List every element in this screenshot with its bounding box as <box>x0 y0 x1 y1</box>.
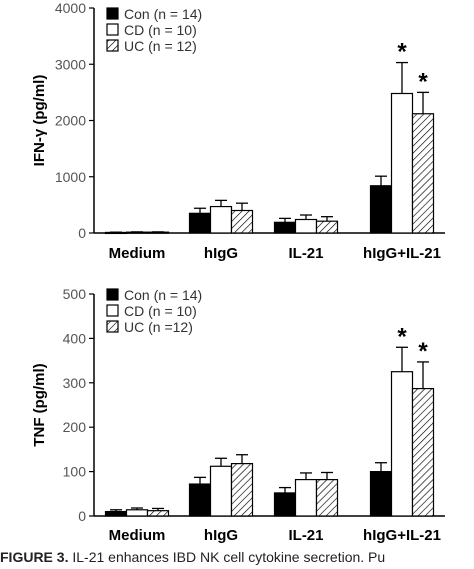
legend-label: CD (n = 10) <box>124 22 197 38</box>
bar <box>230 463 254 517</box>
bar <box>125 509 149 517</box>
significance-star: * <box>418 338 428 365</box>
x-category-label: IL-21 <box>288 245 323 262</box>
bar <box>390 92 414 234</box>
bar <box>230 209 254 234</box>
y-axis-label: IFN-γ (pg/ml) <box>31 75 48 167</box>
x-category-label: hIgG+IL-21 <box>363 527 441 544</box>
y-tick-label: 1000 <box>55 169 86 185</box>
legend-swatch <box>106 304 119 317</box>
caption-text: IL-21 enhances IBD NK cell cytokine secr… <box>72 549 386 565</box>
y-tick-label: 0 <box>78 225 86 241</box>
significance-star: * <box>397 39 407 66</box>
bar <box>273 221 297 234</box>
y-tick-label: 0 <box>78 508 86 524</box>
bar <box>188 212 212 234</box>
y-tick-label: 3000 <box>55 56 86 72</box>
y-axis-label: TNF (pg/ml) <box>31 363 48 446</box>
legend-label: CD (n = 10) <box>124 303 197 319</box>
legend-swatch <box>106 320 119 333</box>
figure-caption: FIGURE 3. IL-21 enhances IBD NK cell cyt… <box>0 548 474 569</box>
legend-swatch <box>106 288 119 301</box>
bar <box>294 478 318 517</box>
y-tick-label: 200 <box>63 419 87 435</box>
bar <box>188 483 212 517</box>
y-tick-label: 300 <box>63 375 87 391</box>
x-category-label: Medium <box>109 245 166 262</box>
legend-swatch <box>106 39 119 52</box>
y-tick-label: 400 <box>63 330 87 346</box>
legend-label: Con (n = 14) <box>124 287 202 303</box>
bar <box>411 387 435 517</box>
legend-swatch <box>106 23 119 36</box>
bar <box>294 218 318 234</box>
caption-label: FIGURE 3. <box>0 549 69 565</box>
y-tick-label: 100 <box>63 464 87 480</box>
x-category-label: hIgG+IL-21 <box>363 245 441 262</box>
bar <box>104 510 128 517</box>
bar <box>315 220 339 234</box>
x-category-label: hIgG <box>204 245 238 262</box>
bar <box>315 478 339 517</box>
bar <box>369 471 393 517</box>
x-category-label: Medium <box>109 527 166 544</box>
bar <box>390 371 414 517</box>
legend-label: Con (n = 14) <box>124 6 202 22</box>
legend-swatch <box>106 7 119 20</box>
bar <box>273 492 297 517</box>
y-tick-label: 500 <box>63 286 87 302</box>
bar <box>209 465 233 517</box>
y-tick-label: 4000 <box>55 0 86 16</box>
y-tick-label: 2000 <box>55 113 86 129</box>
significance-star: * <box>418 68 428 95</box>
bar <box>411 113 435 234</box>
significance-star: * <box>397 323 407 350</box>
legend-label: UC (n = 12) <box>124 38 197 54</box>
x-category-label: hIgG <box>204 527 238 544</box>
bar <box>209 205 233 234</box>
bar <box>146 510 170 517</box>
legend-label: UC (n =12) <box>124 319 193 335</box>
x-category-label: IL-21 <box>288 527 323 544</box>
bar <box>369 185 393 234</box>
